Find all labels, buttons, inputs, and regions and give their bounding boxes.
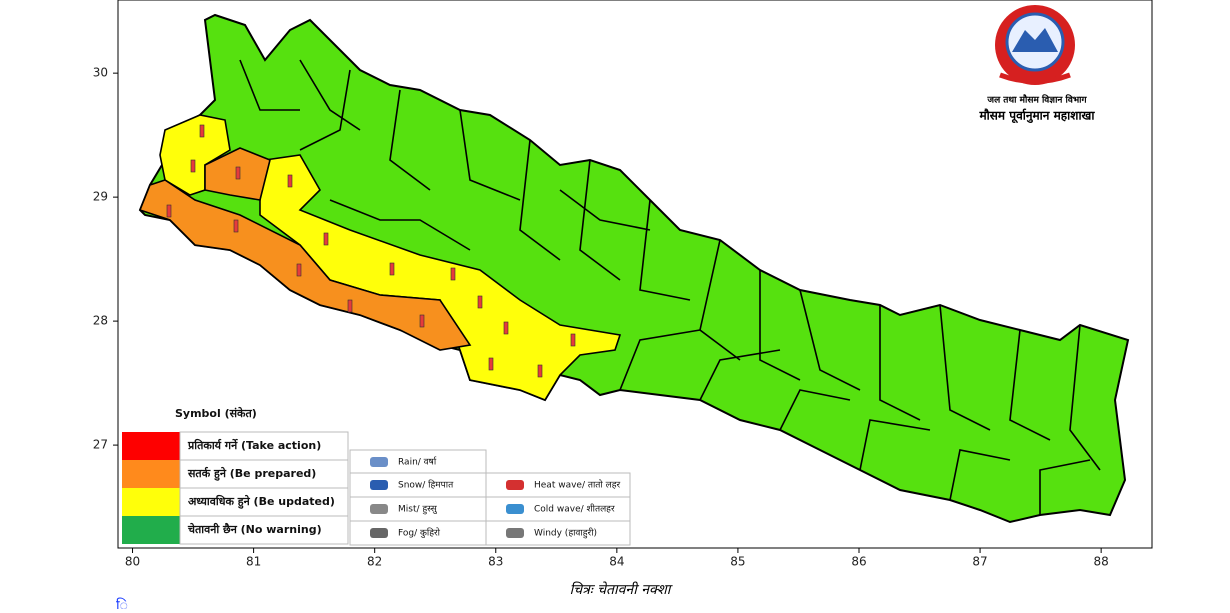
nepal-map <box>138 13 1130 524</box>
legend-swatch <box>122 460 180 488</box>
x-tick-label: 84 <box>609 555 624 569</box>
x-tick-label: 85 <box>730 555 745 569</box>
symbol-label: Windy (हावाहुरी) <box>534 527 597 539</box>
division-name: मौसम पूर्वानुमान महाशाखा <box>979 109 1096 124</box>
legend-cell <box>179 431 349 461</box>
legend: प्रतिकार्य गर्ने (Take action) सतर्क हुने… <box>122 431 631 546</box>
x-tick-label: 88 <box>1094 555 1109 569</box>
symbol-icon <box>506 528 524 538</box>
agency-name: जल तथा मौसम विज्ञान विभाग <box>986 94 1087 106</box>
agency-logo <box>995 5 1075 85</box>
text-fragment: ि <box>116 597 128 609</box>
legend-swatch <box>122 488 180 516</box>
x-tick-label: 86 <box>851 555 866 569</box>
legend-label: अध्यावधिक हुने (Be updated) <box>188 494 335 509</box>
x-tick-label: 87 <box>972 555 987 569</box>
legend-cell <box>179 515 349 545</box>
y-tick-label: 27 <box>93 438 108 452</box>
symbol-icon <box>506 480 524 490</box>
caption: चित्रः चेतावनी नक्शा <box>570 581 674 598</box>
symbol-label: Snow/ हिमपात <box>398 479 454 491</box>
legend-label: प्रतिकार्य गर्ने (Take action) <box>187 438 321 452</box>
symbol-label: Heat wave/ तातो लहर <box>534 479 621 491</box>
x-tick-label: 81 <box>246 555 261 569</box>
y-tick-label: 28 <box>93 314 108 328</box>
symbol-icon <box>370 480 388 490</box>
symbol-icon <box>370 528 388 538</box>
symbol-icon <box>370 504 388 514</box>
legend-label: सतर्क हुने (Be prepared) <box>187 466 316 481</box>
legend-cell <box>179 459 349 489</box>
symbol-label: Mist/ हुस्सु <box>398 505 438 515</box>
y-tick-label: 29 <box>93 190 108 204</box>
y-tick-label: 30 <box>93 66 108 80</box>
x-tick-label: 83 <box>488 555 503 569</box>
legend-swatch <box>122 516 180 544</box>
symbol-label: Cold wave/ शीतलहर <box>534 503 615 515</box>
symbol-icon <box>370 457 388 467</box>
symbol-icon <box>506 504 524 514</box>
symbol-label: Rain/ वर्षा <box>398 456 437 468</box>
x-tick-label: 80 <box>125 555 140 569</box>
legend-swatch <box>122 432 180 460</box>
legend-title: Symbol (संकेत) <box>175 406 257 420</box>
legend-cell <box>179 487 349 517</box>
legend-label: चेतावनी छैन (No warning) <box>187 522 322 536</box>
symbol-label: Fog/ कुहिरो <box>398 527 441 539</box>
x-tick-label: 82 <box>367 555 382 569</box>
